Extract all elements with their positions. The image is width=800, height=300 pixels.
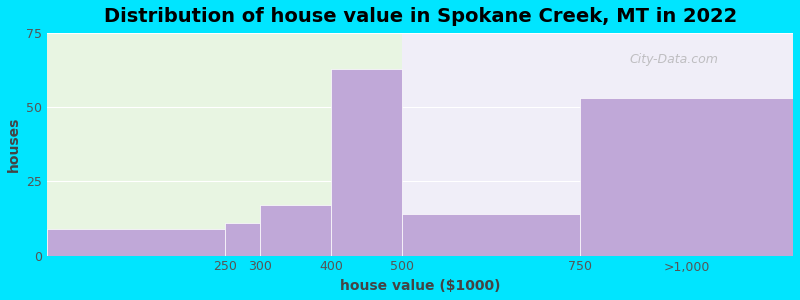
Text: City-Data.com: City-Data.com — [629, 53, 718, 66]
Bar — [580, 98, 793, 256]
Y-axis label: houses: houses — [7, 117, 21, 172]
Bar — [47, 33, 402, 256]
Title: Distribution of house value in Spokane Creek, MT in 2022: Distribution of house value in Spokane C… — [103, 7, 737, 26]
Bar — [225, 223, 261, 256]
Bar — [331, 69, 402, 256]
Bar — [402, 33, 793, 256]
Bar — [261, 205, 331, 256]
Bar — [402, 214, 580, 256]
X-axis label: house value ($1000): house value ($1000) — [340, 279, 501, 293]
Bar — [47, 229, 225, 256]
